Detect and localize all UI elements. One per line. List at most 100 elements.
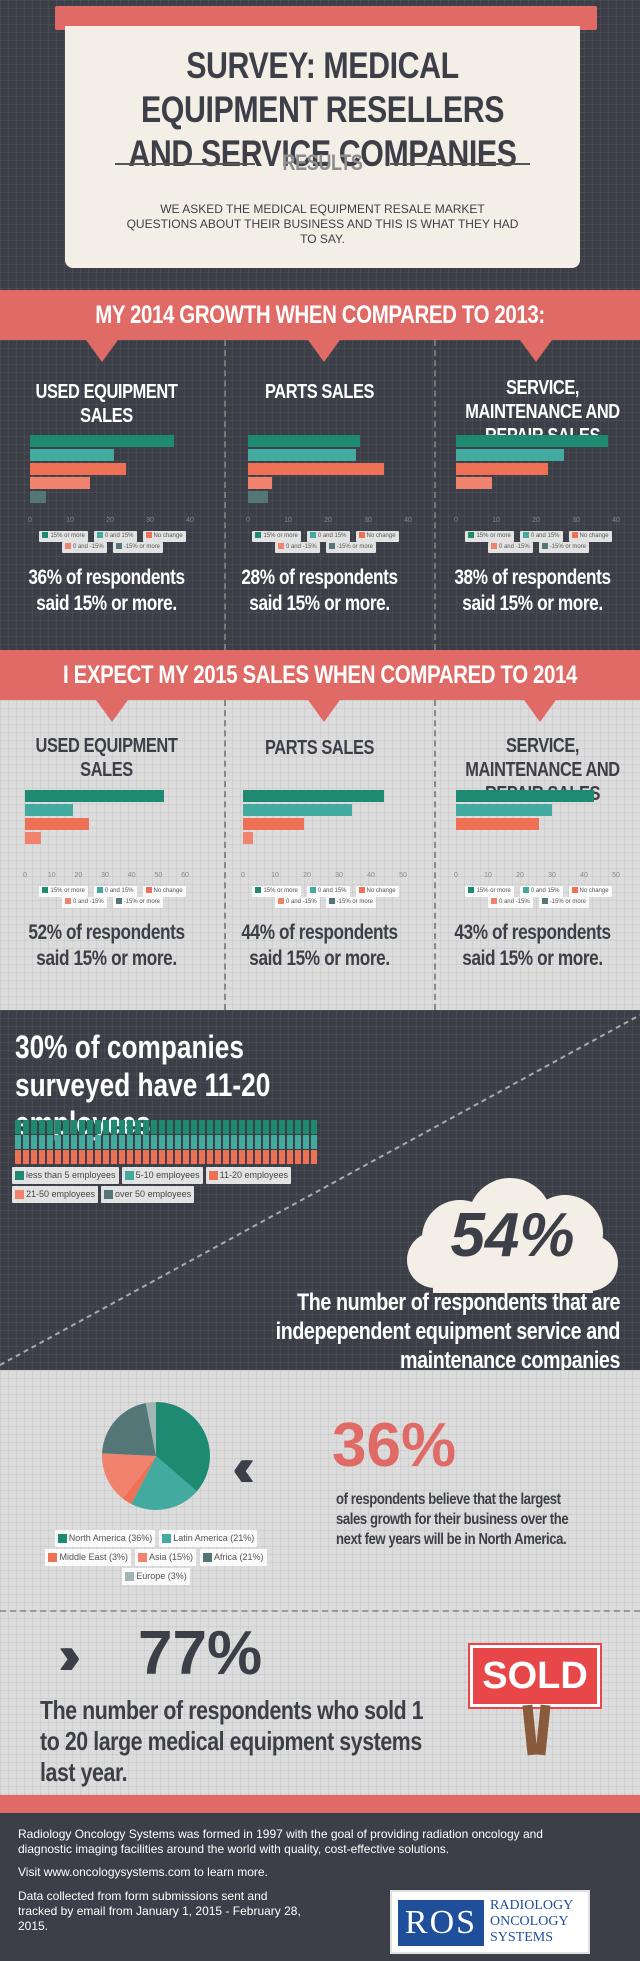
legend-swatch bbox=[115, 543, 122, 550]
legend-label: -15% or more bbox=[549, 544, 587, 550]
banner-pointer bbox=[520, 340, 552, 362]
bar bbox=[30, 491, 46, 503]
legend-item: 0 and 15% bbox=[519, 886, 563, 897]
rule-right bbox=[390, 163, 530, 165]
tick-label: 0 bbox=[241, 872, 245, 879]
rule-left bbox=[115, 163, 255, 165]
sold-section: ›› 77% The number of respondents who sol… bbox=[0, 1610, 640, 1795]
banner-pointer bbox=[96, 700, 128, 722]
person-icon bbox=[175, 1150, 181, 1164]
chart-title: PARTS SALES bbox=[264, 737, 375, 759]
person-icon bbox=[87, 1135, 93, 1149]
tick-label: 20 bbox=[106, 517, 114, 524]
tick-label: 40 bbox=[612, 517, 620, 524]
person-icon bbox=[23, 1120, 29, 1134]
person-icon bbox=[191, 1150, 197, 1164]
tick-label: 30 bbox=[101, 872, 109, 879]
bar bbox=[25, 804, 73, 816]
section-divider bbox=[0, 1610, 640, 1612]
legend-label: No change bbox=[153, 888, 183, 894]
person-icon bbox=[55, 1135, 61, 1149]
person-icon bbox=[255, 1150, 261, 1164]
tick-label: 30 bbox=[548, 872, 556, 879]
legend-item: 15% or more bbox=[39, 886, 88, 897]
legend-item: 0 and -15% bbox=[61, 897, 107, 908]
chart-2015-parts: PARTS SALES 0 10 20 30 40 50 15% or more 0 and … bbox=[213, 700, 426, 1010]
person-icon bbox=[23, 1135, 29, 1149]
chart-legend: 15% or more 0 and 15% No change 0 and -15% -… bbox=[233, 531, 418, 553]
person-icon bbox=[47, 1120, 53, 1134]
person-icon bbox=[271, 1120, 277, 1134]
person-icon bbox=[103, 1150, 109, 1164]
legend-item: No change bbox=[568, 531, 612, 542]
chart-caption: 52% of respondents said 15% or more. bbox=[28, 921, 185, 970]
legend-item: 0 and -15% bbox=[274, 542, 320, 553]
person-icon bbox=[167, 1135, 173, 1149]
legend-item: 5-10 employees bbox=[121, 1167, 203, 1184]
bar bbox=[248, 449, 356, 461]
chart-legend: 15% or more 0 and 15% No change 0 and -15% -… bbox=[446, 531, 631, 553]
legend-swatch bbox=[490, 543, 497, 550]
legend-swatch bbox=[522, 887, 529, 894]
header-section: SURVEY: MEDICAL EQUIPMENT RESELLERS AND … bbox=[0, 0, 640, 290]
footer: Radiology Oncology Systems was formed in… bbox=[0, 1795, 640, 1961]
person-icon bbox=[263, 1150, 269, 1164]
banner-2014-text: MY 2014 GROWTH WHEN COMPARED TO 2013: bbox=[95, 301, 545, 329]
panel-2014: USED EQUIPMENT SALES 0 10 20 30 40 15% or mor… bbox=[0, 340, 640, 650]
column-divider bbox=[434, 700, 436, 1010]
legend-item: 15% or more bbox=[465, 886, 514, 897]
chevrons-right-icon: ›› bbox=[58, 1623, 82, 1686]
legend-swatch bbox=[64, 898, 71, 905]
person-icon bbox=[143, 1135, 149, 1149]
person-icon bbox=[119, 1150, 125, 1164]
tick-label: 50 bbox=[399, 872, 407, 879]
person-icon bbox=[199, 1150, 205, 1164]
column-divider bbox=[434, 340, 436, 650]
bar bbox=[456, 804, 552, 816]
sign-post bbox=[535, 1704, 551, 1756]
column-divider bbox=[224, 340, 226, 650]
banner-pointer bbox=[524, 700, 556, 722]
bar bbox=[30, 477, 90, 489]
legend-swatch bbox=[522, 532, 529, 539]
tick-label: 0 bbox=[454, 872, 458, 879]
chart-legend: 15% or more 0 and 15% No change 0 and -15% -… bbox=[20, 886, 205, 908]
person-icon bbox=[303, 1135, 309, 1149]
tick-label: 50 bbox=[154, 872, 163, 879]
person-icon bbox=[263, 1120, 269, 1134]
legend-swatch bbox=[358, 887, 365, 894]
company-logo[interactable]: ROS RADIOLOGY ONCOLOGY SYSTEMS bbox=[390, 1890, 590, 1954]
bar bbox=[248, 463, 384, 475]
legend-item: 15% or more bbox=[252, 531, 301, 542]
chart-caption: 38% of respondents said 15% or more. bbox=[454, 566, 611, 615]
legend-swatch bbox=[145, 532, 152, 539]
bar bbox=[456, 790, 594, 802]
legend-item: North America (36%) bbox=[54, 1530, 156, 1547]
legend-item: -15% or more bbox=[112, 897, 164, 908]
legend-label: 21-50 employees bbox=[26, 1189, 96, 1199]
person-icon bbox=[15, 1120, 21, 1134]
person-icon bbox=[143, 1150, 149, 1164]
person-icon bbox=[63, 1120, 69, 1134]
legend-swatch bbox=[468, 532, 475, 539]
bar bbox=[25, 790, 164, 802]
bar-group bbox=[248, 435, 418, 515]
pie-slice bbox=[122, 1456, 156, 1504]
person-icon bbox=[111, 1135, 117, 1149]
person-icon bbox=[287, 1120, 293, 1134]
legend-label: No change bbox=[153, 533, 183, 539]
person-icon bbox=[23, 1150, 29, 1164]
legend-label: less than 5 employees bbox=[26, 1170, 116, 1180]
legend-label: Africa (21%) bbox=[214, 1552, 264, 1562]
chart-title: USED EQUIPMENT SALES bbox=[35, 735, 178, 781]
person-icon bbox=[95, 1150, 101, 1164]
person-icon bbox=[151, 1120, 157, 1134]
legend-item: No change bbox=[355, 886, 399, 897]
footer-visit-link[interactable]: Visit www.oncologysystems.com to learn m… bbox=[18, 1865, 268, 1879]
region-percent: 36% bbox=[332, 1411, 457, 1480]
legend-item: 15% or more bbox=[465, 531, 514, 542]
legend-label: 15% or more bbox=[476, 888, 511, 894]
legend-label: 0 and 15% bbox=[104, 888, 134, 894]
logo-name: RADIOLOGY ONCOLOGY SYSTEMS bbox=[490, 1898, 573, 1945]
legend-label: 0 and -15% bbox=[498, 544, 530, 550]
